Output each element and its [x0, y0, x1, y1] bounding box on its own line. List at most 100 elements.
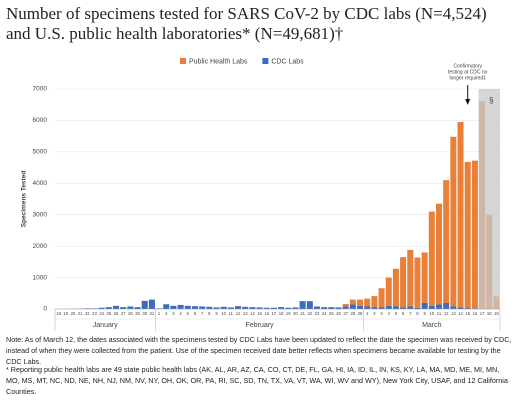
bar — [306, 301, 313, 309]
bar — [177, 304, 184, 309]
x-tick-label: 23 — [315, 311, 320, 316]
x-tick-label: 16 — [473, 311, 478, 316]
x-tick-label: 28 — [351, 311, 356, 316]
bar — [385, 277, 392, 306]
y-tick-label: 6000 — [33, 117, 48, 124]
legend-swatch — [262, 58, 269, 64]
x-tick-label: 23 — [92, 311, 97, 316]
x-tick-label: 27 — [121, 311, 126, 316]
y-tick-label: 1000 — [33, 274, 48, 281]
bar — [421, 252, 428, 303]
bar — [407, 249, 414, 307]
x-tick-label: 22 — [307, 311, 312, 316]
bar — [256, 307, 263, 309]
bar — [349, 299, 356, 305]
bar — [407, 306, 414, 309]
bar — [357, 305, 364, 309]
y-tick-label: 2000 — [33, 243, 48, 250]
bar — [378, 307, 385, 309]
x-tick-label: 3 — [172, 311, 175, 316]
x-tick-label: 8 — [416, 311, 419, 316]
bar — [400, 307, 407, 309]
bar — [199, 306, 206, 309]
bar — [213, 307, 220, 309]
note: Note: As of March 12, the dates associat… — [6, 335, 512, 366]
x-tick-label: 12 — [236, 311, 241, 316]
bar — [84, 308, 91, 309]
x-tick-label: 21 — [300, 311, 305, 316]
bar — [364, 298, 371, 307]
bar — [278, 307, 285, 309]
bar — [206, 306, 213, 309]
bar — [170, 305, 177, 309]
x-tick-label: 17 — [272, 311, 277, 316]
bar — [270, 307, 277, 309]
x-tick-label: 16 — [264, 311, 269, 316]
x-tick-label: 15 — [465, 311, 470, 316]
bar — [428, 305, 435, 309]
bar — [163, 304, 170, 309]
x-tick-label: 20 — [71, 311, 76, 316]
bar — [127, 306, 134, 309]
x-tick-label: 26 — [114, 311, 119, 316]
legend-swatch — [180, 58, 186, 64]
x-tick-label: 10 — [429, 311, 434, 316]
bar — [191, 306, 198, 309]
bar — [471, 308, 478, 309]
x-tick-label: 13 — [243, 311, 248, 316]
x-tick-label: 5 — [187, 311, 190, 316]
bar — [342, 303, 349, 307]
x-tick-label: 2 — [373, 311, 376, 316]
x-tick-label: 26 — [336, 311, 341, 316]
bar — [235, 306, 242, 309]
bar — [457, 122, 464, 308]
x-tick-label: 14 — [458, 311, 463, 316]
y-axis-label: Specimens Tested — [21, 171, 28, 228]
x-tick-label: 29 — [358, 311, 363, 316]
month-label: March — [422, 322, 442, 329]
bar — [349, 304, 356, 309]
bar — [400, 257, 407, 308]
x-tick-label: 6 — [402, 311, 405, 316]
x-tick-label: 6 — [194, 311, 197, 316]
x-tick-label: 4 — [179, 311, 182, 316]
bar — [464, 161, 471, 309]
x-tick-label: 19 — [286, 311, 291, 316]
bar — [242, 306, 249, 309]
bar — [414, 257, 421, 308]
bar — [335, 307, 342, 309]
shaded-region — [478, 89, 500, 309]
annotation: longer required‡ — [449, 75, 486, 81]
x-tick-label: 7 — [409, 311, 412, 316]
x-tick-label: 13 — [451, 311, 456, 316]
x-tick-label: 20 — [293, 311, 298, 316]
bar — [435, 304, 443, 309]
x-tick-label: 17 — [480, 311, 485, 316]
legend-label: CDC Labs — [271, 58, 304, 65]
bar — [328, 307, 335, 309]
bar — [342, 306, 349, 309]
bar — [443, 302, 450, 309]
x-tick-label: 9 — [423, 311, 426, 316]
bar — [134, 307, 141, 309]
bar — [227, 307, 234, 309]
bar — [148, 299, 155, 309]
bar — [220, 306, 227, 309]
bar — [421, 302, 428, 309]
y-tick-label: 7000 — [33, 86, 48, 93]
bar — [112, 305, 120, 309]
x-tick-label: 15 — [257, 311, 262, 316]
x-tick-label: 1 — [158, 311, 161, 316]
bar — [299, 301, 306, 309]
bar — [263, 307, 270, 309]
bar — [392, 306, 399, 309]
bar — [464, 308, 471, 309]
bar — [392, 268, 399, 307]
note: * Reporting public health labs are 49 st… — [6, 365, 508, 396]
bar — [414, 307, 421, 309]
y-tick-label: 4000 — [33, 180, 48, 187]
x-tick-label: 30 — [142, 311, 147, 316]
x-tick-label: 25 — [106, 311, 111, 316]
bar — [249, 307, 256, 309]
